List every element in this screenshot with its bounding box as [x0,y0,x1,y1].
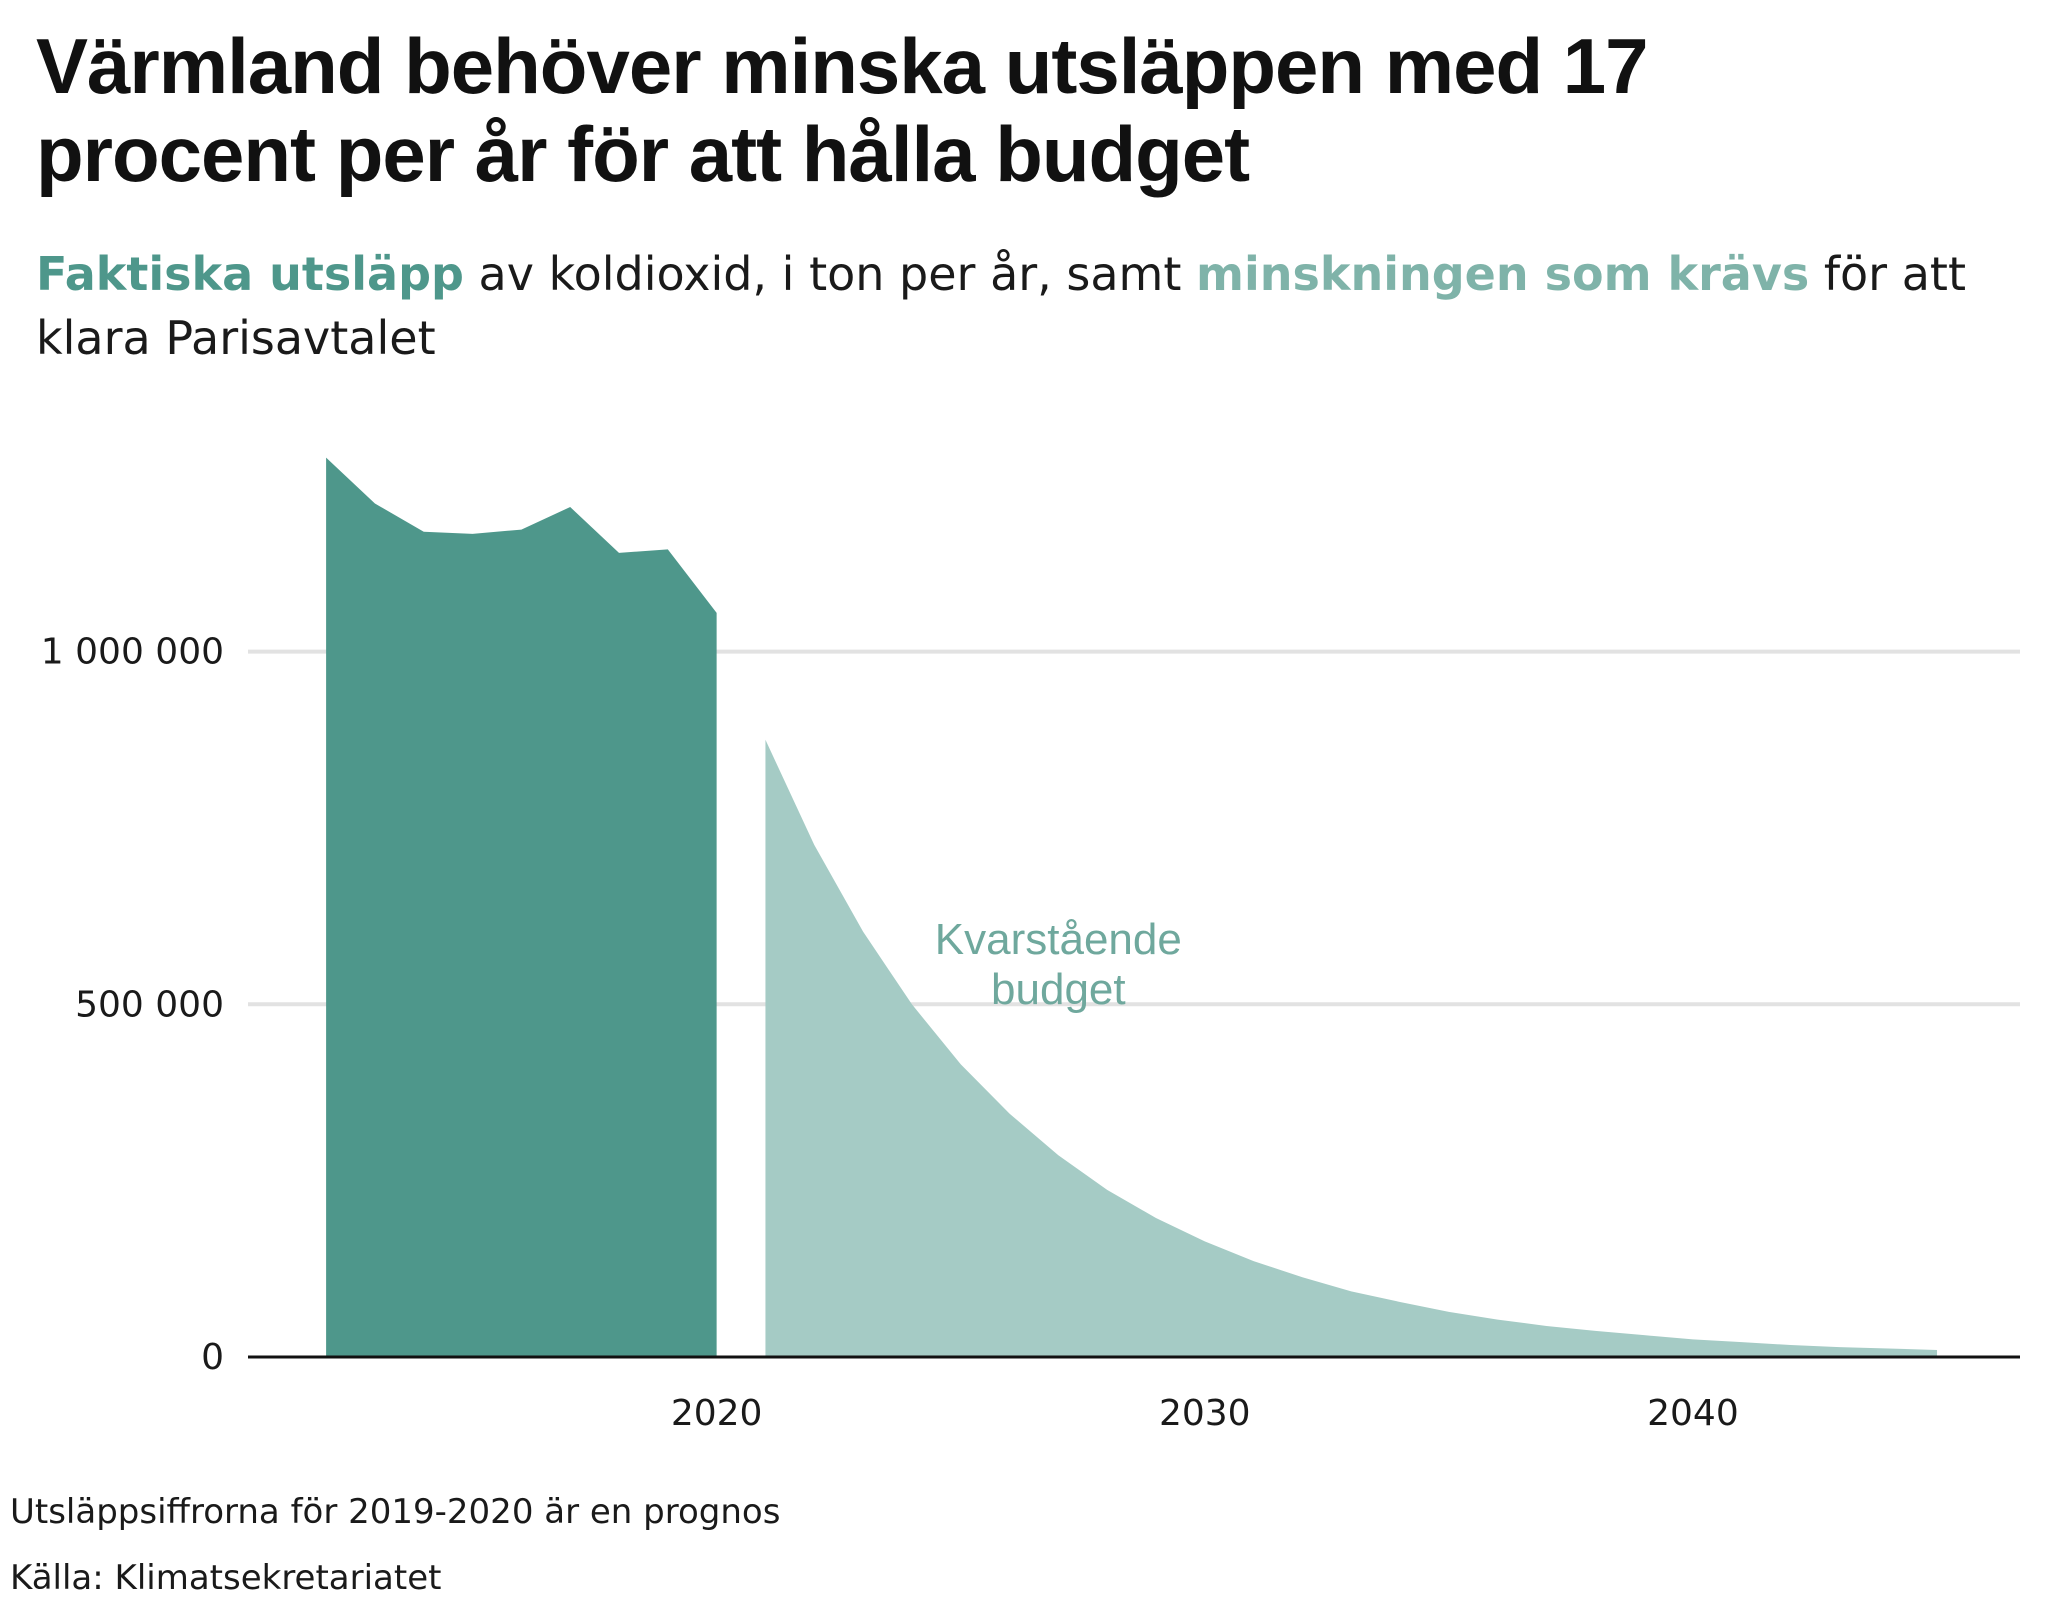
x-tick-label-0: 2020 [671,1393,763,1434]
source-note: Källa: Klimatsekretariatet [10,1558,442,1598]
annotation-remaining-budget: Kvarstående budget [935,915,1182,1014]
subtitle-actual-emissions: Faktiska utsläpp [36,247,464,301]
footnote: Utsläppsiffrorna för 2019-2020 är en pro… [10,1492,781,1532]
x-tick-label-2: 2040 [1647,1393,1739,1434]
y-tick-label-2: 1 000 000 [41,632,224,673]
area-actual [326,457,717,1357]
chart-title: Värmland behöver minska utsläppen med 17… [36,22,1649,198]
subtitle-required-reduction: minskningen som krävs [1196,247,1810,301]
subtitle-text-2: för att klara Parisavtalet [36,247,1966,365]
y-tick-label-1: 500 000 [75,984,224,1025]
y-tick-label-0: 0 [201,1337,224,1378]
subtitle-text-1: av koldioxid, i ton per år, samt [463,247,1197,301]
area-required [765,739,1938,1357]
chart-subtitle: Faktiska utsläpp av koldioxid, i ton per… [36,242,1996,370]
x-tick-label-1: 2030 [1159,1393,1251,1434]
